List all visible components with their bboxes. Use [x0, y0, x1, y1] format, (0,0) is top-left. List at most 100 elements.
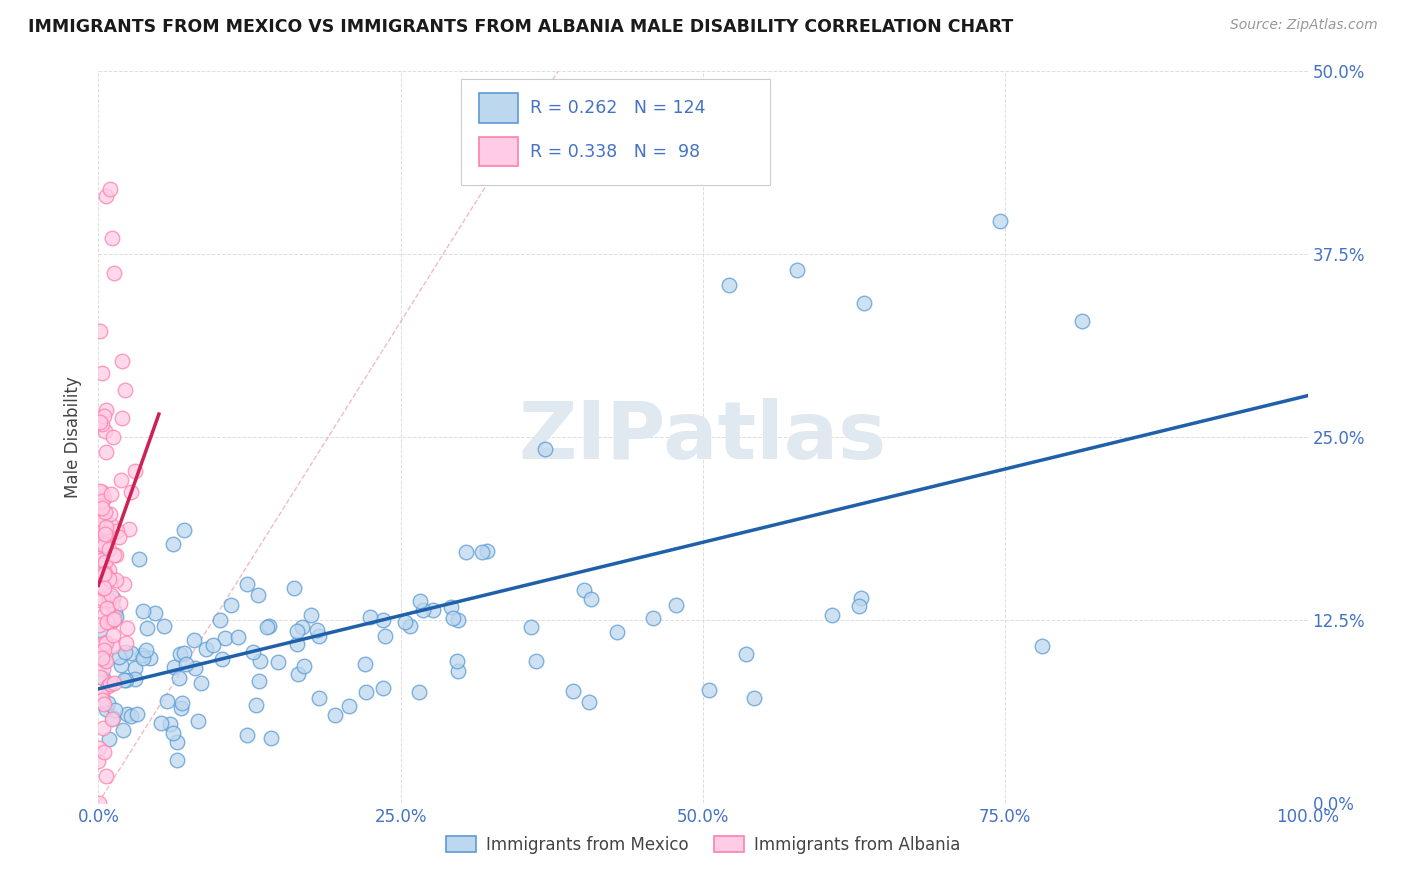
Point	[606, 625, 628, 640]
Y-axis label: Male Disability: Male Disability	[65, 376, 83, 498]
Point	[91, 513, 114, 527]
Point	[98, 182, 121, 196]
Point	[89, 592, 111, 607]
Point	[104, 605, 127, 619]
Point	[93, 521, 115, 535]
Point	[101, 429, 124, 443]
Point	[94, 402, 117, 417]
Point	[183, 633, 205, 648]
Point	[534, 442, 557, 457]
Point	[94, 636, 117, 650]
Point	[107, 649, 129, 664]
Point	[98, 592, 121, 607]
Point	[112, 577, 135, 591]
Point	[111, 353, 134, 368]
Point	[742, 690, 765, 705]
Point	[236, 576, 259, 591]
Point	[90, 366, 112, 380]
Point	[409, 594, 432, 608]
Point	[371, 613, 394, 627]
Point	[100, 712, 122, 726]
Point	[103, 548, 125, 562]
Point	[852, 295, 875, 310]
Point	[152, 619, 174, 633]
Point	[562, 683, 585, 698]
Point	[94, 524, 117, 539]
Point	[93, 536, 115, 550]
Point	[103, 266, 125, 280]
Point	[447, 614, 470, 628]
Point	[412, 602, 434, 616]
Point	[93, 697, 115, 711]
Point	[124, 464, 146, 478]
Point	[173, 646, 195, 660]
Point	[93, 567, 115, 582]
Point	[101, 627, 124, 641]
Point	[572, 582, 595, 597]
Point	[90, 500, 112, 515]
Point	[91, 693, 114, 707]
Point	[1031, 640, 1053, 654]
Point	[94, 425, 117, 439]
Point	[93, 745, 115, 759]
Point	[104, 702, 127, 716]
Point	[170, 696, 193, 710]
Point	[337, 698, 360, 713]
FancyBboxPatch shape	[479, 94, 517, 122]
Point	[94, 520, 117, 534]
Point	[89, 537, 111, 551]
Point	[97, 572, 120, 586]
Point	[90, 640, 112, 654]
Point	[169, 647, 191, 661]
Point	[208, 613, 231, 627]
Point	[108, 596, 131, 610]
Point	[94, 701, 117, 715]
Point	[90, 688, 112, 702]
Point	[202, 638, 225, 652]
Point	[356, 684, 378, 698]
Point	[477, 543, 499, 558]
Point	[94, 506, 117, 520]
Point	[169, 701, 191, 715]
Point	[988, 213, 1011, 227]
Point	[98, 676, 121, 690]
Point	[89, 796, 111, 810]
Point	[111, 411, 134, 425]
Point	[371, 681, 394, 696]
Point	[308, 629, 330, 643]
Point	[96, 189, 118, 203]
Point	[162, 536, 184, 550]
Point	[633, 161, 655, 175]
Point	[100, 615, 122, 630]
Point	[786, 263, 808, 277]
Point	[97, 696, 120, 710]
Point	[87, 618, 110, 632]
Point	[299, 607, 322, 622]
Point	[249, 654, 271, 668]
Point	[87, 754, 110, 768]
Point	[848, 599, 870, 613]
Point	[112, 723, 135, 738]
Point	[110, 658, 132, 673]
Point	[94, 513, 117, 527]
Point	[128, 552, 150, 566]
Point	[456, 544, 478, 558]
Text: R = 0.262   N = 124: R = 0.262 N = 124	[530, 99, 706, 117]
Point	[93, 538, 115, 552]
Point	[93, 608, 115, 623]
Text: Source: ZipAtlas.com: Source: ZipAtlas.com	[1230, 18, 1378, 32]
Point	[422, 603, 444, 617]
Point	[166, 734, 188, 748]
Point	[105, 524, 128, 538]
Point	[91, 494, 114, 508]
Point	[162, 660, 184, 674]
Point	[359, 609, 381, 624]
Point	[89, 542, 111, 557]
Point	[305, 623, 328, 637]
Point	[247, 588, 270, 602]
Point	[643, 611, 665, 625]
Point	[101, 613, 124, 627]
Point	[149, 715, 172, 730]
Point	[94, 654, 117, 668]
Point	[524, 654, 547, 668]
